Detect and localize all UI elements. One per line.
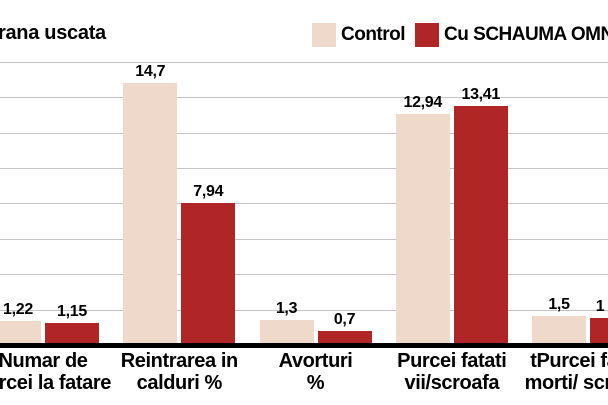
category-label: Avorturi% — [221, 350, 411, 394]
gridline-2 — [0, 309, 608, 311]
category-label-line2: vii/scroafa — [404, 371, 500, 394]
legend: Control Cu SCHAUMA OMN — [312, 23, 608, 47]
x-axis-line — [0, 343, 608, 348]
category-label-line1: Reintrarea in — [120, 350, 238, 372]
value-label: 0,7 — [333, 310, 356, 328]
value-label: 12,94 — [403, 94, 443, 111]
category-label-line2: calduri % — [136, 371, 223, 394]
legend-label-schauma: Cu SCHAUMA OMN — [444, 24, 608, 45]
category-label-line1: Avorturi — [278, 350, 353, 372]
legend-swatch-schauma — [415, 23, 440, 47]
value-label: 1,3 — [275, 300, 298, 317]
gridline-4 — [0, 274, 608, 276]
legend-label-control: Control — [341, 24, 406, 45]
bar-schauma — [317, 330, 372, 343]
bar-control — [395, 114, 450, 343]
category-label: Purcei fatati vii/scroafa — [357, 350, 547, 394]
gridline-6 — [0, 238, 608, 240]
category-label-line2: morti/ scroafa — [524, 371, 608, 394]
bar-schauma — [453, 105, 508, 343]
gridline-8 — [0, 203, 608, 205]
legend-swatch-control — [312, 23, 336, 47]
gridline-10 — [0, 168, 608, 169]
bar-control — [532, 316, 586, 343]
category-label: Numar depurcei la fatare — [0, 350, 138, 394]
chart-title: rana uscata — [0, 22, 106, 44]
bar-control — [259, 320, 314, 343]
category-label-line1: Purcei fatati — [397, 350, 507, 372]
bar-schauma — [181, 202, 236, 343]
value-label: 14,7 — [135, 62, 166, 80]
bar-control — [123, 82, 178, 343]
value-label: 1,22 — [3, 301, 33, 319]
value-label: 1,5 — [548, 296, 570, 314]
value-label: 1 — [595, 298, 605, 316]
bar-schauma — [590, 318, 608, 343]
value-label: 7,94 — [193, 182, 224, 200]
value-label: 1,15 — [57, 302, 87, 320]
category-label-line1: tPurcei fatati — [530, 350, 608, 372]
gridline-16 — [0, 61, 608, 63]
gridline-14 — [0, 97, 608, 99]
bar-control — [0, 321, 41, 343]
value-label: 13,41 — [461, 85, 501, 103]
category-label-line1: Numar de — [0, 350, 88, 372]
category-label: Reintrarea in calduri % — [84, 350, 274, 394]
category-label-line2: % — [306, 371, 325, 394]
bar-schauma — [45, 322, 99, 343]
gridline-12 — [0, 132, 608, 134]
category-label-line2: purcei la fatare — [0, 371, 111, 394]
category-label: tPurcei fatatimorti/ scroafa — [493, 350, 608, 394]
